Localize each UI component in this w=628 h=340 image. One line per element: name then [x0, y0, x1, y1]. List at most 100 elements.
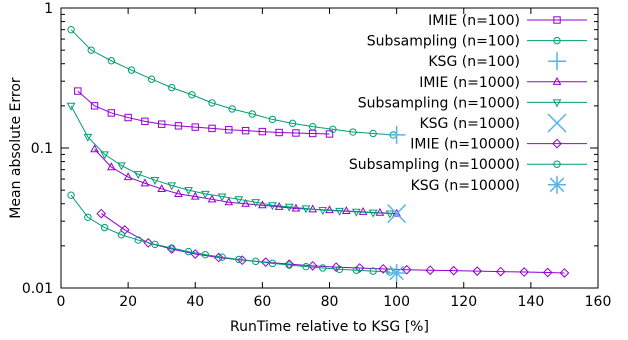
- x-tick-label: 160: [585, 294, 612, 310]
- series-subsampling-n-1000: [66, 102, 395, 219]
- legend-entry: KSG (n=10000): [411, 175, 566, 194]
- data-point-triangle: [190, 191, 200, 200]
- data-point-diamond: [260, 257, 271, 268]
- legend-label: IMIE (n=10000): [410, 137, 520, 153]
- data-point-diamond: [237, 255, 248, 266]
- legend-entry: KSG (n=1000): [419, 113, 567, 133]
- data-point-circle: [67, 25, 75, 34]
- data-point-triangle: [140, 178, 150, 187]
- data-point-circle: [309, 122, 317, 131]
- data-point-circle: [335, 265, 344, 274]
- legend-entry: Subsampling (n=10000): [349, 157, 587, 173]
- legend-entry: IMIE (n=10000): [410, 137, 587, 153]
- data-point-circle: [188, 91, 196, 99]
- data-point-diamond: [96, 208, 107, 219]
- data-point-triangle: [150, 177, 160, 185]
- series-imie-n-100: [74, 87, 334, 138]
- data-point-diamond: [559, 268, 570, 278]
- data-point-plus: [548, 52, 566, 71]
- legend-label: IMIE (n=1000): [419, 75, 520, 91]
- data-point-circle: [553, 36, 561, 45]
- data-point-cross: [387, 204, 407, 224]
- data-point-triangle: [100, 151, 109, 160]
- legend-label: IMIE (n=100): [428, 13, 520, 29]
- data-point-diamond: [401, 264, 412, 275]
- data-point-triangle: [207, 194, 217, 203]
- legend-entry: Subsampling (n=100): [367, 34, 587, 50]
- x-tick-label: 80: [321, 294, 339, 310]
- data-point-circle: [235, 255, 243, 264]
- data-point-triangle: [351, 208, 361, 217]
- data-point-triangle: [133, 171, 143, 180]
- legend-entry: KSG (n=100): [428, 52, 566, 71]
- data-point-diamond: [542, 267, 553, 278]
- data-point-square: [74, 87, 82, 95]
- data-point-square: [241, 126, 250, 135]
- data-point-circle: [147, 75, 156, 83]
- data-point-triangle: [106, 162, 116, 171]
- data-point-circle: [201, 250, 210, 259]
- data-point-triangle: [552, 76, 562, 85]
- data-point-triangle: [83, 133, 93, 142]
- x-tick-label: 120: [450, 294, 477, 310]
- x-tick-label: 100: [383, 294, 410, 310]
- data-point-circle: [134, 236, 142, 244]
- data-point-triangle: [241, 198, 250, 207]
- x-tick-label: 140: [518, 294, 545, 310]
- data-point-square: [191, 123, 199, 131]
- data-point-square: [258, 127, 267, 136]
- series-ksg-n-10000: [387, 263, 406, 282]
- data-point-circle: [251, 257, 260, 266]
- series-ksg-n-100: [387, 125, 406, 144]
- data-point-diamond: [425, 265, 436, 276]
- data-point-circle: [87, 46, 95, 54]
- data-point-square: [107, 109, 116, 117]
- x-tick-label: 40: [186, 294, 204, 310]
- data-point-triangle: [284, 203, 294, 212]
- data-point-circle: [352, 266, 361, 274]
- data-point-circle: [218, 253, 226, 261]
- data-point-square: [90, 102, 99, 110]
- data-point-triangle: [66, 102, 76, 111]
- data-point-circle: [168, 83, 176, 92]
- data-point-triangle: [318, 207, 328, 215]
- series-ksg-n-1000: [387, 204, 407, 224]
- series-line: [70, 29, 394, 136]
- data-point-circle: [319, 264, 327, 272]
- legend-entry: IMIE (n=1000): [419, 75, 587, 91]
- data-point-triangle: [301, 205, 311, 214]
- legend-label: Subsampling (n=1000): [358, 95, 520, 111]
- data-point-diamond: [307, 260, 318, 271]
- data-point-circle: [302, 262, 310, 271]
- legend-entry: Subsampling (n=1000): [358, 95, 587, 111]
- data-point-circle: [329, 125, 337, 134]
- data-point-square: [141, 117, 149, 126]
- data-point-circle: [100, 223, 109, 232]
- series-imie-n-1000: [90, 144, 401, 217]
- data-point-diamond: [448, 265, 459, 276]
- y-tick-label: 0.01: [22, 281, 53, 297]
- data-point-star: [548, 175, 566, 194]
- data-point-triangle: [167, 182, 177, 191]
- data-point-triangle: [251, 199, 261, 208]
- legend-label: Subsampling (n=100): [367, 34, 520, 50]
- data-point-circle: [117, 231, 126, 239]
- data-point-triangle: [268, 202, 277, 211]
- series-line: [70, 105, 390, 215]
- data-point-triangle: [341, 206, 351, 215]
- legend-label: Subsampling (n=10000): [349, 157, 520, 173]
- data-point-circle: [127, 66, 136, 74]
- data-point-circle: [553, 160, 561, 168]
- y-tick-label: 0.1: [31, 141, 53, 157]
- series-layer: [66, 25, 570, 282]
- data-point-triangle: [200, 190, 210, 199]
- series-imie-n-10000: [96, 208, 570, 278]
- data-point-plus: [387, 125, 406, 144]
- data-point-triangle: [368, 209, 378, 218]
- data-point-square: [208, 124, 216, 133]
- data-point-circle: [184, 247, 193, 256]
- data-point-triangle: [174, 189, 183, 197]
- data-point-diamond: [552, 138, 562, 149]
- data-point-triangle: [123, 172, 133, 181]
